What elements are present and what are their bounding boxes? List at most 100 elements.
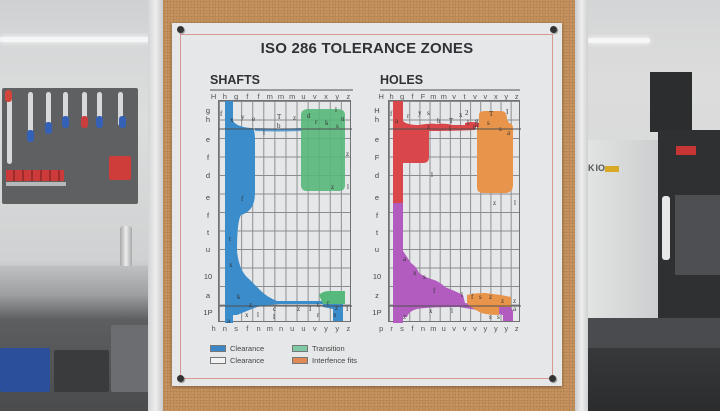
row-label: t <box>375 228 379 237</box>
legend-swatch-clearance-white <box>210 357 226 364</box>
shafts-heading-rule <box>210 89 353 91</box>
svg-text:l: l <box>257 311 259 319</box>
column-label: h <box>211 324 216 333</box>
svg-text:x: x <box>245 311 249 319</box>
svg-text:c: c <box>273 305 276 313</box>
column-label: f <box>246 92 249 101</box>
cnc-machine-panel <box>588 140 658 320</box>
column-label: v <box>483 92 488 101</box>
row-label: g <box>205 106 211 115</box>
svg-text:a: a <box>395 117 399 125</box>
svg-text:T: T <box>277 113 282 121</box>
svg-text:f: f <box>241 195 244 203</box>
column-label: y <box>335 324 340 333</box>
svg-text:l: l <box>263 129 265 137</box>
svg-text:s: s <box>336 122 339 130</box>
svg-text:s: s <box>499 125 502 133</box>
row-label: 1P <box>203 308 213 317</box>
svg-text:2: 2 <box>465 109 469 117</box>
column-label: t <box>463 92 466 101</box>
board-frame-left <box>148 0 163 411</box>
column-label: y <box>335 92 340 101</box>
svg-text:g: g <box>475 117 479 125</box>
shafts-grid: f x y e l T b z d r k l n s z z l f t x … <box>218 100 352 323</box>
svg-text:I: I <box>309 305 312 313</box>
svg-text:x: x <box>413 269 417 277</box>
column-label: v <box>452 324 457 333</box>
svg-text:z: z <box>489 293 492 301</box>
svg-text:n: n <box>341 115 345 123</box>
wrench-icon <box>97 92 102 126</box>
svg-text:x: x <box>459 111 463 119</box>
wrench-icon <box>28 92 33 140</box>
column-label: u <box>301 92 306 101</box>
row-label: a <box>205 291 211 300</box>
legend-swatch-interference <box>292 357 308 364</box>
svg-text:I: I <box>346 305 349 313</box>
poster-inner-border <box>180 34 553 379</box>
column-label: m <box>440 92 447 101</box>
svg-text:l: l <box>467 119 469 127</box>
wrench-grip-icon <box>96 116 103 128</box>
svg-text:s: s <box>497 313 500 321</box>
column-label: n <box>222 324 227 333</box>
row-label: f <box>375 211 379 220</box>
svg-text:z: z <box>293 114 296 122</box>
column-label: x <box>493 92 498 101</box>
wrench-grip-icon <box>62 116 69 128</box>
column-label: f <box>411 92 414 101</box>
wrench-icon <box>63 92 68 126</box>
column-label: z <box>514 324 519 333</box>
svg-text:x: x <box>429 307 433 315</box>
svg-text:z: z <box>297 305 300 313</box>
column-label: y <box>504 324 509 333</box>
holes-grid: f a r y s z h T l x 2 l g m T s I s a l … <box>388 100 521 323</box>
svg-text:T: T <box>449 117 454 125</box>
board-frame-right <box>575 0 588 411</box>
column-label: H <box>210 92 217 101</box>
svg-text:z: z <box>427 123 430 131</box>
row-label: 10 <box>203 272 213 281</box>
shafts-zones-chart: f x y e l T b z d r k l n s z z l f t x … <box>219 101 352 323</box>
row-label: 10 <box>372 272 382 281</box>
column-label: v <box>462 324 467 333</box>
wrench-icon <box>7 92 12 164</box>
legend-label-interference: Interfence fits <box>312 356 358 365</box>
holes-heading-rule <box>380 89 520 91</box>
svg-text:z: z <box>249 301 252 309</box>
svg-text:f: f <box>220 110 223 118</box>
column-label: n <box>256 324 261 333</box>
column-label: g <box>234 92 239 101</box>
pushpin-icon <box>177 26 184 33</box>
svg-text:a: a <box>507 129 511 137</box>
machine-window <box>675 195 720 275</box>
svg-text:d: d <box>307 112 311 120</box>
ceiling-light <box>588 38 650 43</box>
holes-zones-chart: f a r y s z h T l x 2 l g m T s I s a l … <box>389 101 521 323</box>
clearance-zone <box>225 101 331 323</box>
wrench-grip-icon <box>45 122 52 134</box>
svg-text:z: z <box>501 297 504 305</box>
workshop-background-left <box>0 0 150 411</box>
svg-text:s: s <box>427 109 430 117</box>
wrench-grip-icon <box>27 130 34 142</box>
legend-label-clearance: Clearance <box>230 344 265 353</box>
wrench-grip-icon <box>81 116 88 128</box>
column-label: r <box>390 324 393 333</box>
machine-door-handle <box>662 196 670 260</box>
tool-rack <box>6 182 66 186</box>
row-label: d <box>205 171 211 180</box>
column-label: F <box>420 92 426 101</box>
row-label: H <box>374 106 380 115</box>
svg-text:a: a <box>227 317 231 323</box>
column-label: g <box>399 92 405 101</box>
holes-heading: HOLES <box>380 73 424 87</box>
svg-text:s: s <box>489 313 492 321</box>
shafts-heading: SHAFTS <box>210 73 260 87</box>
machine-brand-badge <box>676 146 696 155</box>
